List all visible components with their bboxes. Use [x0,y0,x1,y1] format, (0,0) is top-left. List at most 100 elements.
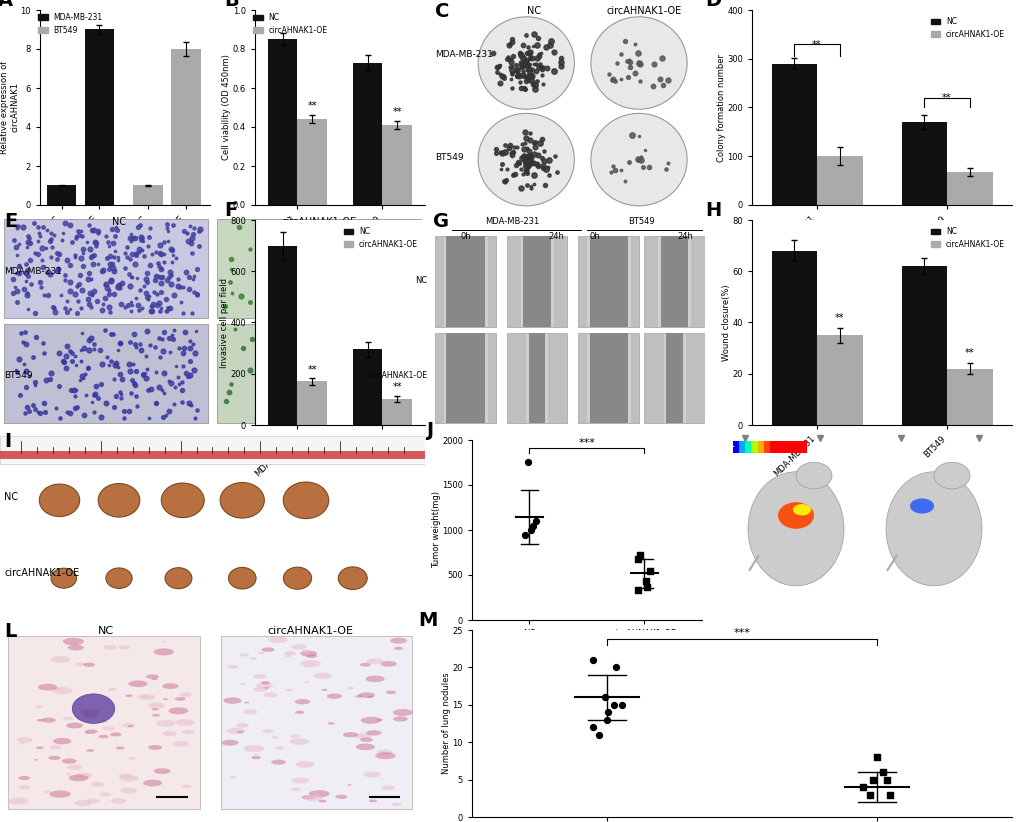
Bar [353,349,382,425]
Ellipse shape [128,757,137,760]
Bar [171,49,201,205]
Text: NC: NC [527,7,541,16]
Ellipse shape [220,483,264,518]
Text: MDA-MB-231: MDA-MB-231 [485,217,539,225]
Ellipse shape [886,472,981,586]
Y-axis label: Cell viability (OD 450nm): Cell viability (OD 450nm) [222,54,231,160]
Text: B: B [224,0,238,10]
Ellipse shape [8,797,29,805]
Ellipse shape [250,657,257,660]
Ellipse shape [148,703,165,709]
Ellipse shape [106,568,132,589]
Ellipse shape [321,689,327,691]
Text: circAHNAK1-OE: circAHNAK1-OE [904,603,963,612]
Point [637,575,653,588]
Bar [901,266,946,425]
Text: **: ** [942,93,951,103]
Bar [946,172,991,205]
Ellipse shape [239,683,246,685]
Bar [267,39,298,205]
FancyBboxPatch shape [644,237,657,326]
Ellipse shape [228,567,256,589]
Text: ***: *** [578,437,595,448]
Ellipse shape [52,687,72,695]
Bar [769,441,806,453]
Bar [47,186,76,205]
Ellipse shape [283,567,312,589]
FancyBboxPatch shape [630,333,638,423]
Point [596,690,612,704]
Ellipse shape [181,785,192,788]
Ellipse shape [142,695,150,698]
Text: 24h: 24h [678,232,693,241]
FancyBboxPatch shape [506,333,526,423]
Ellipse shape [223,697,242,704]
Point [864,773,880,786]
Ellipse shape [67,644,84,650]
Ellipse shape [143,780,162,787]
Ellipse shape [51,656,70,663]
FancyBboxPatch shape [435,237,495,326]
Ellipse shape [68,774,89,781]
Text: BT549: BT549 [435,153,464,162]
Text: MDA-MB-231: MDA-MB-231 [4,267,62,276]
Bar [901,122,946,205]
Ellipse shape [290,787,301,791]
Ellipse shape [795,462,832,489]
Ellipse shape [338,567,367,589]
Legend: NC, circAHNAK1-OE: NC, circAHNAK1-OE [250,10,330,38]
Ellipse shape [381,785,395,790]
Ellipse shape [75,663,87,667]
Ellipse shape [239,653,249,657]
Text: **: ** [811,40,821,50]
Bar [298,381,327,425]
Ellipse shape [116,746,124,750]
Point [585,721,601,734]
Y-axis label: Tumor weight(mg): Tumor weight(mg) [431,492,440,569]
Bar [739,441,775,453]
Ellipse shape [747,472,843,586]
Point [629,584,645,597]
Ellipse shape [296,761,314,768]
Text: D: D [704,0,720,10]
FancyBboxPatch shape [685,333,704,423]
Ellipse shape [366,730,381,736]
Ellipse shape [792,504,810,515]
Point [873,765,890,778]
Ellipse shape [179,692,192,697]
Bar [298,119,327,205]
Ellipse shape [119,775,139,782]
Bar [816,156,862,205]
Ellipse shape [173,741,190,746]
Ellipse shape [163,698,168,700]
Ellipse shape [258,652,264,654]
Point [877,773,894,786]
FancyBboxPatch shape [221,635,412,809]
Bar [946,368,991,425]
Point [868,750,884,764]
Ellipse shape [376,718,382,721]
Ellipse shape [335,795,347,799]
FancyBboxPatch shape [578,333,586,423]
Ellipse shape [358,692,375,698]
Legend: NC, circAHNAK1-OE: NC, circAHNAK1-OE [927,224,1007,252]
Text: circAHNAK1-OE: circAHNAK1-OE [368,371,427,380]
Ellipse shape [226,727,245,734]
Bar [770,251,816,425]
Ellipse shape [283,651,296,655]
Ellipse shape [244,745,264,752]
FancyBboxPatch shape [548,333,567,423]
Ellipse shape [375,752,395,760]
Point [613,698,630,711]
Ellipse shape [118,645,130,649]
Ellipse shape [291,644,307,649]
Ellipse shape [391,803,401,806]
Ellipse shape [376,750,392,755]
FancyBboxPatch shape [8,635,200,809]
Text: circAHNAK1-OE: circAHNAK1-OE [267,626,353,636]
Text: circAHNAK1-OE: circAHNAK1-OE [281,217,356,227]
Bar [353,62,382,205]
Ellipse shape [18,776,31,780]
Ellipse shape [156,720,175,727]
Ellipse shape [251,756,261,760]
